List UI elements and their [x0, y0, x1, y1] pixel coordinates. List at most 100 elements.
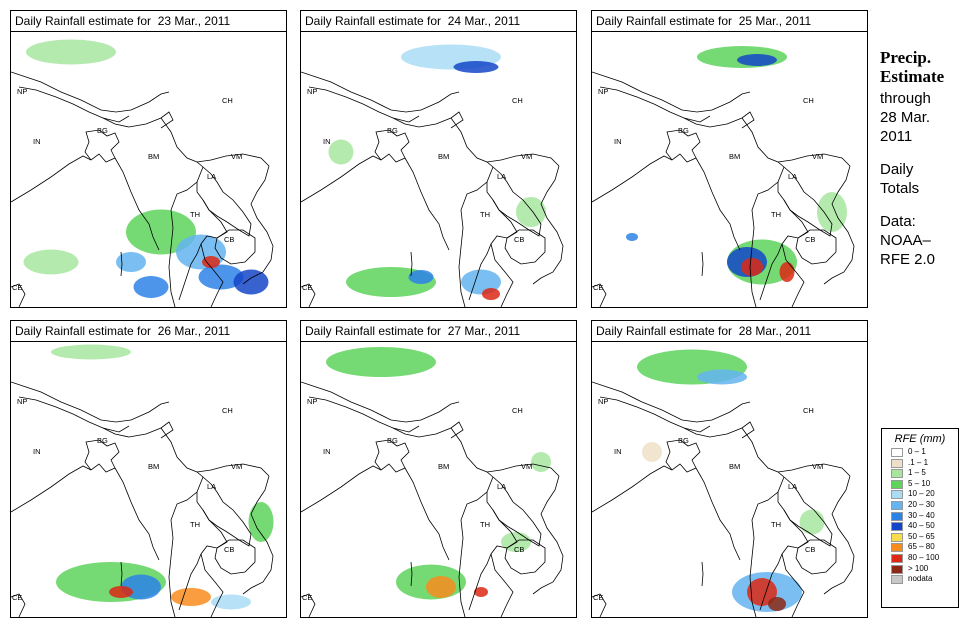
rain-area: [109, 586, 133, 598]
andaman-islands: [410, 561, 413, 587]
coast-myanmar: [404, 467, 450, 561]
coast-myanmar: [404, 157, 450, 251]
rain-area: [133, 276, 169, 298]
rainfall-map: NP CH IN BG BM VM LA TH CB CE: [11, 32, 286, 307]
rain-area: [326, 347, 436, 377]
rain-area: [211, 594, 251, 610]
coast-srilanka: [301, 283, 316, 307]
coast-vietnam: [242, 165, 274, 285]
rain-area: [171, 588, 211, 606]
coast-myanmar: [114, 157, 160, 251]
border-myanmar-thailand: [749, 476, 785, 617]
legend-item: 50 – 65: [891, 532, 958, 543]
label-ch: CH: [803, 406, 814, 415]
caption-precip: Precip.: [880, 48, 932, 67]
country-labels: NP CH IN BG BM VM LA TH CB CE: [593, 87, 823, 292]
panel-title: Daily Rainfall estimate for 28 Mar., 201…: [592, 321, 867, 342]
border-china-vietnam: [486, 153, 560, 167]
label-bm: BM: [148, 462, 159, 471]
panel-title: Daily Rainfall estimate for 23 Mar., 201…: [11, 11, 286, 32]
coast-india: [301, 155, 382, 203]
label-la: LA: [788, 482, 797, 491]
label-th: TH: [190, 210, 200, 219]
country-borders: [592, 71, 855, 307]
caption-date: 28 Mar.: [880, 109, 931, 126]
rain-area: [51, 344, 131, 360]
rain-area: [116, 252, 146, 272]
map-panel-25mar: Daily Rainfall estimate for 25 Mar., 201…: [591, 10, 868, 308]
border-laos: [196, 166, 252, 237]
border-himalaya: [301, 71, 460, 113]
border-thailand: [759, 509, 809, 611]
legend-swatch: [891, 479, 903, 489]
border-nepal: [308, 396, 420, 433]
map-panel-26mar: Daily Rainfall estimate for 26 Mar., 201…: [10, 320, 287, 618]
label-la: LA: [497, 482, 506, 491]
rain-area: [747, 578, 777, 606]
label-in: IN: [33, 447, 41, 456]
border-china-vietnam: [777, 463, 851, 477]
border-myanmar-thailand: [458, 166, 494, 307]
rain-area: [26, 39, 116, 65]
label-np: NP: [17, 87, 27, 96]
label-bm: BM: [729, 462, 740, 471]
rainfall-map: NP CH IN BG BM VM LA TH CB CE: [592, 342, 867, 617]
panel-title: Daily Rainfall estimate for 25 Mar., 201…: [592, 11, 867, 32]
coast-gulf: [781, 243, 805, 307]
label-th: TH: [480, 520, 490, 529]
rainfall-layer: [637, 349, 825, 612]
border-myanmar-thailand: [168, 166, 204, 307]
label-bm: BM: [438, 462, 449, 471]
rainfall-layer: [626, 46, 847, 285]
coast-vietnam: [532, 165, 564, 285]
label-la: LA: [788, 172, 797, 181]
caption-data: Data:: [880, 213, 916, 230]
rainfall-map: NP CH IN BG BM VM LA TH CB CE: [301, 342, 576, 617]
coast-india: [592, 155, 673, 203]
border-thailand: [468, 199, 518, 301]
label-np: NP: [598, 87, 608, 96]
legend-label: 20 – 30: [908, 499, 935, 509]
caption-totals: Totals: [880, 180, 920, 197]
border-nepal: [18, 396, 130, 433]
border-myanmar-thailand: [458, 476, 494, 617]
coast-myanmar: [114, 467, 160, 561]
rain-area: [126, 209, 196, 255]
legend-swatch: [891, 469, 903, 479]
map-panel-23mar: Daily Rainfall estimate for 23 Mar., 201…: [10, 10, 287, 308]
label-la: LA: [207, 172, 216, 181]
label-th: TH: [190, 520, 200, 529]
label-np: NP: [598, 397, 608, 406]
coast-srilanka: [592, 283, 607, 307]
rainfall-layer: [51, 344, 274, 610]
border-myanmar-china: [160, 117, 204, 168]
legend-swatch: [891, 575, 903, 585]
rainfall-map: NP CH IN BG BM VM LA TH CB CE: [301, 32, 576, 307]
country-borders: [592, 381, 855, 617]
legend-label: 5 – 10: [908, 478, 931, 488]
coast-india: [11, 155, 92, 203]
legend-item: 10 – 20: [891, 489, 958, 500]
country-labels: NP CH IN BG BM VM LA TH CB CE: [12, 397, 242, 602]
border-nepal: [18, 86, 130, 123]
country-labels: NP CH IN BG BM VM LA TH CB CE: [302, 87, 532, 292]
legend-item: .1 – 1: [891, 458, 958, 469]
coast-gulf: [490, 553, 514, 617]
caption-through: through: [880, 90, 931, 107]
country-borders: [11, 381, 274, 617]
border-assam: [102, 421, 174, 439]
label-bg: BG: [97, 126, 108, 135]
country-labels: NP CH IN BG BM VM LA TH CB CE: [302, 397, 532, 602]
border-assam: [392, 421, 464, 439]
legend-swatch: [891, 532, 903, 542]
border-myanmar-china: [160, 427, 204, 478]
border-thailand: [468, 509, 518, 611]
border-myanmar-thailand: [749, 166, 785, 307]
label-ce: CE: [593, 283, 603, 292]
label-bg: BG: [387, 436, 398, 445]
legend-item: 1 – 5: [891, 468, 958, 479]
coast-myanmar: [695, 467, 741, 561]
rain-area: [697, 369, 747, 385]
